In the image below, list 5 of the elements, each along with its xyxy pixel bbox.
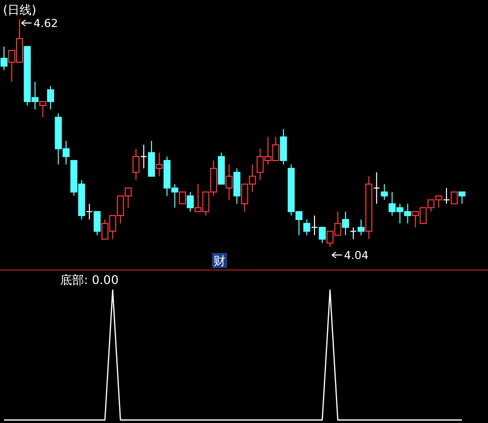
chart-title: 底部: 0.00 xyxy=(60,273,119,287)
chart-title: (日线) xyxy=(3,3,36,17)
text: 4.04 xyxy=(344,249,369,262)
annotation: 财 xyxy=(212,253,227,268)
annotation: 4.62 xyxy=(34,17,58,30)
